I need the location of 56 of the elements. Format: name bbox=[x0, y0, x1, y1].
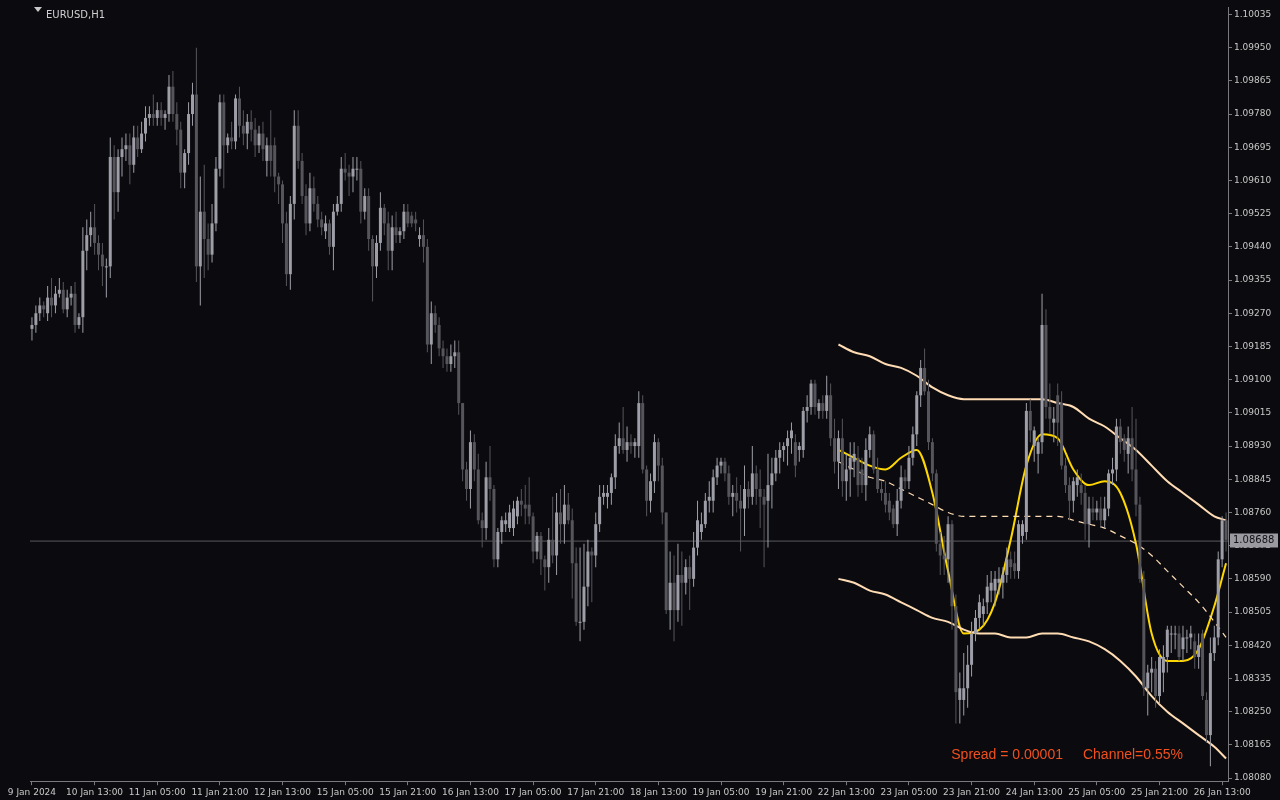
y-tick-label: 1.09950 bbox=[1234, 41, 1272, 52]
x-tick-label: 19 Jan 05:00 bbox=[692, 786, 750, 797]
x-tick-label: 10 Jan 13:00 bbox=[66, 786, 124, 797]
line-series bbox=[837, 577, 1228, 760]
x-tick-label: 17 Jan 21:00 bbox=[567, 786, 625, 797]
candlestick bbox=[355, 157, 359, 181]
x-tick-label: 11 Jan 21:00 bbox=[191, 786, 249, 797]
candlestick bbox=[1169, 625, 1173, 654]
x-tick-label: 16 Jan 13:00 bbox=[441, 786, 500, 797]
y-tick-label: 1.08845 bbox=[1234, 473, 1272, 484]
x-tick-label: 17 Jan 05:00 bbox=[504, 786, 562, 797]
x-tick-label: 22 Jan 13:00 bbox=[817, 786, 876, 797]
annotation: Channel=0.55% bbox=[1082, 746, 1183, 763]
candlestick bbox=[1185, 629, 1189, 654]
y-tick-label: 1.08590 bbox=[1234, 573, 1272, 584]
x-tick-label: 23 Jan 05:00 bbox=[880, 786, 938, 797]
x-tick-label: 18 Jan 13:00 bbox=[629, 786, 688, 797]
y-tick-label: 1.08335 bbox=[1234, 672, 1272, 683]
candlestick bbox=[1173, 625, 1177, 650]
x-tick-label: 15 Jan 05:00 bbox=[316, 786, 374, 797]
x-tick-label: 26 Jan 13:00 bbox=[1193, 786, 1251, 797]
y-tick-label: 1.10035 bbox=[1234, 8, 1272, 19]
candlestick bbox=[523, 485, 527, 525]
x-tick-label: 12 Jan 13:00 bbox=[254, 786, 312, 797]
candlestick bbox=[578, 547, 582, 642]
x-tick-label: 19 Jan 21:00 bbox=[755, 786, 813, 797]
y-tick-label: 1.09015 bbox=[1234, 407, 1272, 418]
annotation: Spread = 0.00001 bbox=[951, 746, 1064, 763]
y-tick-label: 1.09865 bbox=[1234, 75, 1272, 86]
y-tick-label: 1.09100 bbox=[1234, 374, 1272, 384]
y-tick-label: 1.09185 bbox=[1234, 340, 1272, 351]
ref-line-label: 1.08688 bbox=[1233, 534, 1275, 546]
y-tick-label: 1.08930 bbox=[1234, 440, 1272, 451]
y-tick-label: 1.08080 bbox=[1234, 772, 1272, 783]
x-tick-label: 25 Jan 21:00 bbox=[1130, 786, 1189, 797]
y-tick-label: 1.09270 bbox=[1234, 307, 1272, 318]
x-tick-label: 15 Jan 21:00 bbox=[379, 786, 437, 797]
y-tick-label: 1.09355 bbox=[1234, 274, 1272, 285]
y-tick-label: 1.09610 bbox=[1234, 174, 1272, 185]
x-tick-label: 24 Jan 13:00 bbox=[1005, 786, 1063, 797]
y-tick-label: 1.08165 bbox=[1234, 739, 1272, 750]
y-tick-label: 1.09780 bbox=[1234, 108, 1272, 119]
chart-title: EURUSD,H1 bbox=[46, 8, 106, 20]
x-tick-label: 9 Jan 2024 bbox=[7, 786, 57, 797]
y-tick-label: 1.09695 bbox=[1234, 141, 1272, 152]
y-tick-label: 1.08760 bbox=[1234, 506, 1272, 517]
y-tick-label: 1.08420 bbox=[1234, 639, 1272, 650]
candlestick bbox=[104, 258, 108, 298]
y-tick-label: 1.08250 bbox=[1234, 706, 1272, 717]
line-series bbox=[837, 433, 1228, 662]
x-tick-label: 11 Jan 05:00 bbox=[128, 786, 186, 797]
x-tick-label: 25 Jan 05:00 bbox=[1068, 786, 1126, 797]
y-tick-label: 1.08505 bbox=[1234, 606, 1272, 617]
y-tick-label: 1.09525 bbox=[1234, 207, 1272, 218]
y-tick-label: 1.09440 bbox=[1234, 241, 1272, 252]
x-tick-label: 23 Jan 21:00 bbox=[943, 786, 1001, 797]
